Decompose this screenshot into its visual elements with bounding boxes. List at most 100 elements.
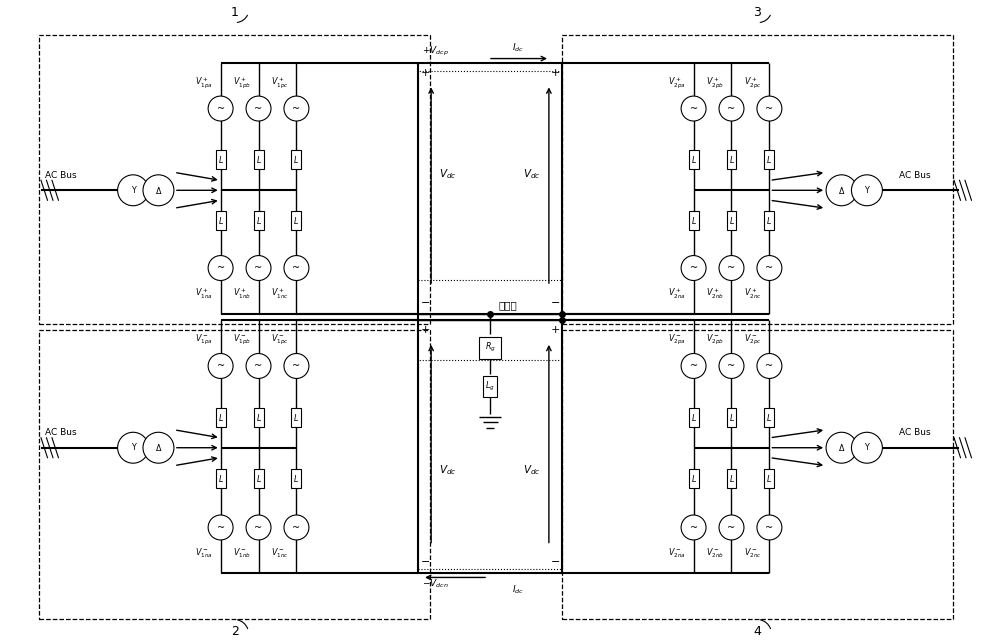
Circle shape — [246, 96, 271, 121]
Text: $V^+_{2pb}$: $V^+_{2pb}$ — [706, 75, 723, 90]
Text: ~: ~ — [690, 103, 698, 114]
Circle shape — [851, 432, 882, 463]
Bar — [39, 35, 430, 324]
Bar — [689, 150, 699, 169]
Text: Y: Y — [131, 443, 135, 452]
Text: $I_{dc}$: $I_{dc}$ — [512, 584, 524, 596]
Bar — [562, 35, 953, 324]
Text: $\Delta$: $\Delta$ — [838, 442, 845, 453]
Text: $-V_{dcn}$: $-V_{dcn}$ — [422, 577, 449, 590]
Text: ~: ~ — [292, 103, 301, 114]
Text: $L$: $L$ — [293, 473, 299, 484]
Text: $V^+_{1nb}$: $V^+_{1nb}$ — [233, 287, 251, 301]
Bar — [291, 408, 301, 426]
Text: $\Delta$: $\Delta$ — [155, 185, 162, 196]
Circle shape — [284, 96, 309, 121]
Text: $+V_{dcp}$: $+V_{dcp}$ — [422, 44, 449, 58]
Circle shape — [246, 256, 271, 281]
Circle shape — [681, 515, 706, 540]
Text: ~: ~ — [690, 361, 698, 371]
Text: $L$: $L$ — [293, 412, 299, 422]
Text: $L$: $L$ — [766, 216, 772, 227]
Text: $\Delta$: $\Delta$ — [838, 185, 845, 196]
Text: $V^-_{1nb}$: $V^-_{1nb}$ — [233, 547, 251, 560]
Text: ~: ~ — [254, 263, 263, 273]
Text: $L$: $L$ — [729, 473, 734, 484]
Circle shape — [719, 515, 744, 540]
Text: ~: ~ — [254, 523, 263, 532]
Text: Y: Y — [865, 186, 869, 195]
Bar — [727, 211, 736, 230]
Bar — [254, 211, 264, 230]
Circle shape — [284, 515, 309, 540]
Text: $V^-_{2pc}$: $V^-_{2pc}$ — [744, 333, 761, 347]
Bar — [764, 150, 774, 169]
Text: $V^+_{1pa}$: $V^+_{1pa}$ — [195, 75, 212, 90]
Text: $V^+_{2pa}$: $V^+_{2pa}$ — [668, 75, 685, 90]
Text: $L$: $L$ — [256, 154, 262, 165]
Text: $L$: $L$ — [218, 473, 224, 484]
Text: $L$: $L$ — [293, 154, 299, 165]
Bar — [562, 330, 953, 620]
Text: $L$: $L$ — [766, 412, 772, 422]
Text: $L$: $L$ — [729, 154, 734, 165]
Text: $V_{dc}$: $V_{dc}$ — [439, 168, 457, 181]
Text: $I_{dc}$: $I_{dc}$ — [512, 41, 524, 53]
Bar — [727, 408, 736, 426]
Bar — [418, 71, 562, 280]
Text: $\Delta$: $\Delta$ — [155, 442, 162, 453]
Circle shape — [757, 354, 782, 378]
Text: AC Bus: AC Bus — [899, 171, 931, 180]
Text: $V^-_{2na}$: $V^-_{2na}$ — [668, 547, 685, 560]
Circle shape — [208, 256, 233, 281]
Text: $L$: $L$ — [256, 473, 262, 484]
Text: $-$: $-$ — [420, 555, 430, 566]
Text: ~: ~ — [765, 523, 773, 532]
Text: ~: ~ — [254, 361, 263, 371]
Text: AC Bus: AC Bus — [45, 428, 77, 437]
Circle shape — [143, 175, 174, 205]
Text: $+$: $+$ — [550, 324, 560, 336]
Circle shape — [681, 96, 706, 121]
Text: $V^+_{2nc}$: $V^+_{2nc}$ — [744, 287, 761, 301]
Text: ~: ~ — [292, 263, 301, 273]
Bar — [254, 408, 264, 426]
Text: $V^+_{1pb}$: $V^+_{1pb}$ — [233, 75, 251, 90]
Bar — [216, 150, 226, 169]
Text: $V^-_{2pa}$: $V^-_{2pa}$ — [668, 333, 685, 347]
Text: $V_{dc}$: $V_{dc}$ — [439, 463, 457, 476]
Text: $L$: $L$ — [218, 216, 224, 227]
Text: 3: 3 — [754, 6, 761, 19]
Text: $V^-_{1pc}$: $V^-_{1pc}$ — [271, 333, 288, 347]
Text: ~: ~ — [217, 103, 225, 114]
Text: $+$: $+$ — [420, 324, 430, 336]
Bar — [689, 211, 699, 230]
Text: 1: 1 — [231, 6, 239, 19]
Circle shape — [208, 515, 233, 540]
Text: ~: ~ — [765, 103, 773, 114]
Text: $R_g$: $R_g$ — [485, 342, 495, 354]
Circle shape — [118, 432, 149, 463]
Circle shape — [284, 354, 309, 378]
Bar — [254, 469, 264, 488]
Circle shape — [118, 175, 149, 205]
Text: ~: ~ — [292, 523, 301, 532]
Text: ~: ~ — [254, 103, 263, 114]
Circle shape — [208, 96, 233, 121]
Bar — [764, 469, 774, 488]
Bar — [291, 469, 301, 488]
Bar — [291, 150, 301, 169]
Text: $V^+_{2na}$: $V^+_{2na}$ — [668, 287, 685, 301]
Text: 4: 4 — [754, 625, 761, 638]
Circle shape — [719, 354, 744, 378]
Text: $L$: $L$ — [218, 412, 224, 422]
Circle shape — [757, 96, 782, 121]
Bar — [254, 150, 264, 169]
Circle shape — [719, 96, 744, 121]
Text: $V_{dc}$: $V_{dc}$ — [523, 168, 541, 181]
Text: ~: ~ — [690, 523, 698, 532]
Bar — [216, 408, 226, 426]
Text: $L$: $L$ — [729, 412, 734, 422]
Bar — [764, 211, 774, 230]
Circle shape — [719, 256, 744, 281]
